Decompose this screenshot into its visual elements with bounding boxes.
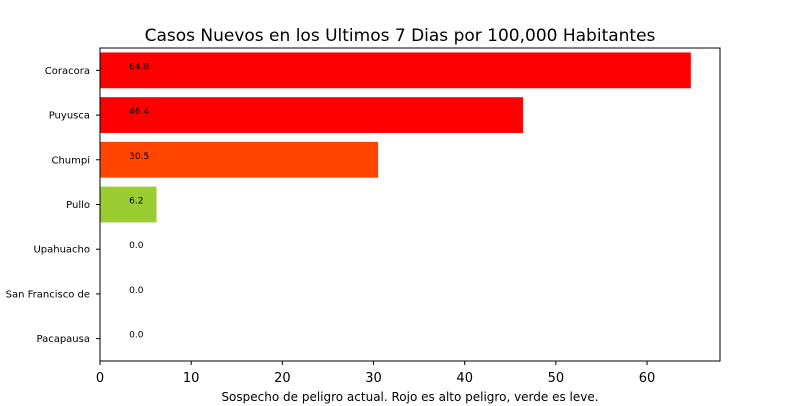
category-label-5: San Francisco de xyxy=(6,289,90,300)
value-label-0: 64.8 xyxy=(129,62,149,72)
chart-title: Casos Nuevos en los Ultimos 7 Dias por 1… xyxy=(145,26,656,46)
x-tick-label-3: 30 xyxy=(365,371,382,386)
category-label-0: Coracora xyxy=(45,66,90,77)
bar-1 xyxy=(100,97,524,133)
category-labels: Coracora Puyusca Chumpi Pullo Upahuacho San F… xyxy=(6,66,100,345)
category-label-1: Puyusca xyxy=(49,111,90,122)
category-label-2: Chumpi xyxy=(51,155,90,166)
x-tick-label-0: 0 xyxy=(96,371,104,386)
plot-frame xyxy=(99,47,721,362)
category-label-4: Upahuacho xyxy=(33,245,90,256)
value-label-2: 30.5 xyxy=(129,152,149,162)
bars-group xyxy=(100,52,691,223)
value-label-3: 6.2 xyxy=(129,197,143,207)
x-tick-label-5: 50 xyxy=(548,371,565,386)
x-tick-label-6: 60 xyxy=(639,371,656,386)
x-axis-label: Sospecho de peligro actual. Rojo es alto… xyxy=(221,390,598,404)
value-labels: 64.8 46.4 30.5 6.2 0.0 0.0 0.0 xyxy=(129,62,149,340)
x-tick-label-4: 40 xyxy=(456,371,473,386)
x-tick-label-1: 10 xyxy=(183,371,200,386)
category-label-3: Pullo xyxy=(66,200,90,211)
value-label-6: 0.0 xyxy=(129,331,144,341)
value-label-1: 46.4 xyxy=(129,107,149,117)
bar-0 xyxy=(100,52,691,89)
bar-2 xyxy=(100,141,379,178)
x-tick-label-2: 20 xyxy=(274,371,291,386)
bar-3 xyxy=(100,186,157,223)
value-label-5: 0.0 xyxy=(129,286,144,296)
category-label-6: Pacapausa xyxy=(37,334,91,345)
value-label-4: 0.0 xyxy=(129,241,144,251)
x-axis-ticks: 0 10 20 30 40 50 60 xyxy=(96,361,655,386)
